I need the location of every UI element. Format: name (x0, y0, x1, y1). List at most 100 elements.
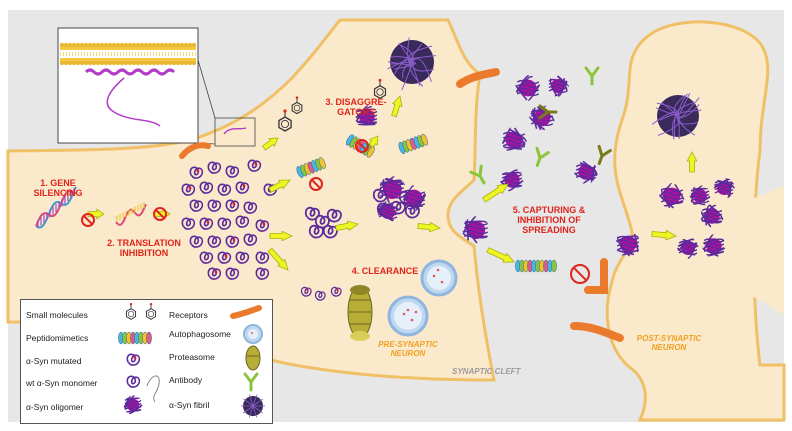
syn-monomer (199, 251, 214, 264)
lipid-bilayer (59, 42, 197, 66)
proteasome-icon (245, 345, 261, 371)
process-arrow (686, 151, 698, 173)
syn-monomer (207, 235, 222, 248)
syn-oligomer (616, 233, 640, 257)
legend-receptors: Receptors (169, 310, 208, 320)
syn-mutated-monomer (235, 181, 250, 194)
receptor (179, 142, 211, 159)
syn-fibril-postsynaptic (651, 92, 702, 140)
zoom-source-box (214, 117, 256, 147)
syn-oligomer (515, 75, 541, 101)
syn-oligomer (713, 177, 735, 199)
peptidomimetic (118, 331, 152, 345)
legend-syn-oligomer: α-Syn oligomer (26, 402, 84, 412)
degraded-fragment (402, 312, 406, 316)
small-molecule (278, 109, 292, 132)
syn-monomer (255, 251, 270, 264)
syn-mutated-monomer (217, 251, 232, 264)
label-translation-inhibition: 2. TRANSLATION INHIBITION (107, 238, 181, 258)
syn-monomer (255, 267, 270, 280)
degraded-fragment (440, 280, 444, 284)
process-arrow (261, 137, 279, 151)
syn-oligomer (677, 238, 699, 259)
syn-mutated-monomer (189, 166, 204, 179)
syn-monomer (126, 375, 141, 388)
syn-oligomer (123, 395, 143, 415)
autophagosome (387, 295, 429, 337)
antibody (469, 164, 486, 185)
syn-oligomer (700, 204, 724, 228)
syn-monomer (314, 290, 326, 301)
unstructured-tail (106, 77, 161, 127)
peptidomimetic (515, 259, 557, 273)
syn-mutated-monomer (181, 183, 196, 196)
process-arrow (417, 221, 441, 233)
syn-fibril-icon (240, 394, 265, 418)
label-synaptic-cleft: SYNAPTIC CLEFT (452, 367, 521, 376)
small-molecule (145, 303, 157, 320)
legend-proteasome: Proteasome (169, 352, 215, 362)
legend-icons (118, 303, 265, 418)
syn-monomer (390, 200, 406, 215)
zoom-line-upper (197, 59, 216, 119)
syn-oligomer (377, 201, 399, 222)
inhibition-sign (309, 177, 323, 191)
degraded-fragment (436, 268, 440, 272)
process-arrow (486, 247, 515, 263)
antibody (584, 66, 600, 86)
syn-mutated-monomer (330, 286, 342, 297)
syn-monomer (189, 199, 204, 212)
label-disaggregators: 3. DISAGGRE- GATORS (325, 97, 387, 117)
syn-mutated-monomer (247, 159, 262, 172)
syn-mutated-monomer (225, 199, 240, 212)
syn-monomer (181, 217, 196, 230)
syn-monomer (235, 251, 250, 264)
syn-monomer (243, 233, 258, 246)
label-capturing: 5. CAPTURING & INHIBITION OF SPREADING (512, 205, 586, 235)
legend-antibody: Antibody (169, 375, 203, 385)
syn-monomer (225, 165, 240, 178)
post-synaptic-neuron-shape (605, 20, 786, 422)
syn-oligomer (462, 216, 489, 244)
inhibition-sign (570, 264, 590, 284)
process-arrow (482, 183, 509, 203)
antibody (597, 144, 612, 166)
receptor (584, 258, 608, 294)
process-arrow (391, 95, 403, 118)
label-post-synaptic-neuron: POST-SYNAPTIC NEURON (636, 334, 702, 352)
degraded-fragment (406, 308, 410, 312)
label-clearance: 4. CLEARANCE (351, 266, 419, 276)
small-molecule (125, 303, 137, 320)
degraded-fragment (414, 310, 418, 314)
syn-monomer (308, 224, 324, 239)
legend-syn-mutated: α-Syn mutated (26, 356, 82, 366)
antibody (243, 372, 259, 392)
autophagosome (420, 259, 458, 297)
syn-oligomer (501, 127, 527, 151)
receptor (570, 322, 624, 342)
small-molecule (291, 96, 303, 115)
syn-oligomer (355, 105, 378, 126)
syn-mutated-monomer (199, 217, 214, 230)
syn-monomer (322, 224, 338, 239)
syn-monomer (207, 199, 222, 212)
syn-oligomer (378, 176, 405, 204)
receptors-icon (230, 305, 262, 319)
legend-syn-fibril: α-Syn fibril (169, 400, 210, 410)
peptidomimetic (398, 133, 428, 154)
small-molecule (373, 78, 387, 99)
syn-mutated-monomer (255, 219, 270, 232)
inhibition-sign (355, 139, 369, 153)
process-arrow (335, 220, 359, 232)
antibody (535, 146, 550, 168)
antibody (538, 104, 558, 120)
syn-monomer (207, 161, 222, 174)
mrna-strand (115, 202, 147, 226)
syn-oligomer (702, 234, 726, 257)
syn-monomer (235, 215, 250, 228)
label-pre-synaptic-neuron: PRE-SYNAPTIC NEURON (378, 340, 438, 358)
syn-monomer (217, 217, 232, 230)
process-arrow (267, 247, 289, 271)
label-gene-silencing: 1. GENE SILENCING (33, 178, 83, 198)
